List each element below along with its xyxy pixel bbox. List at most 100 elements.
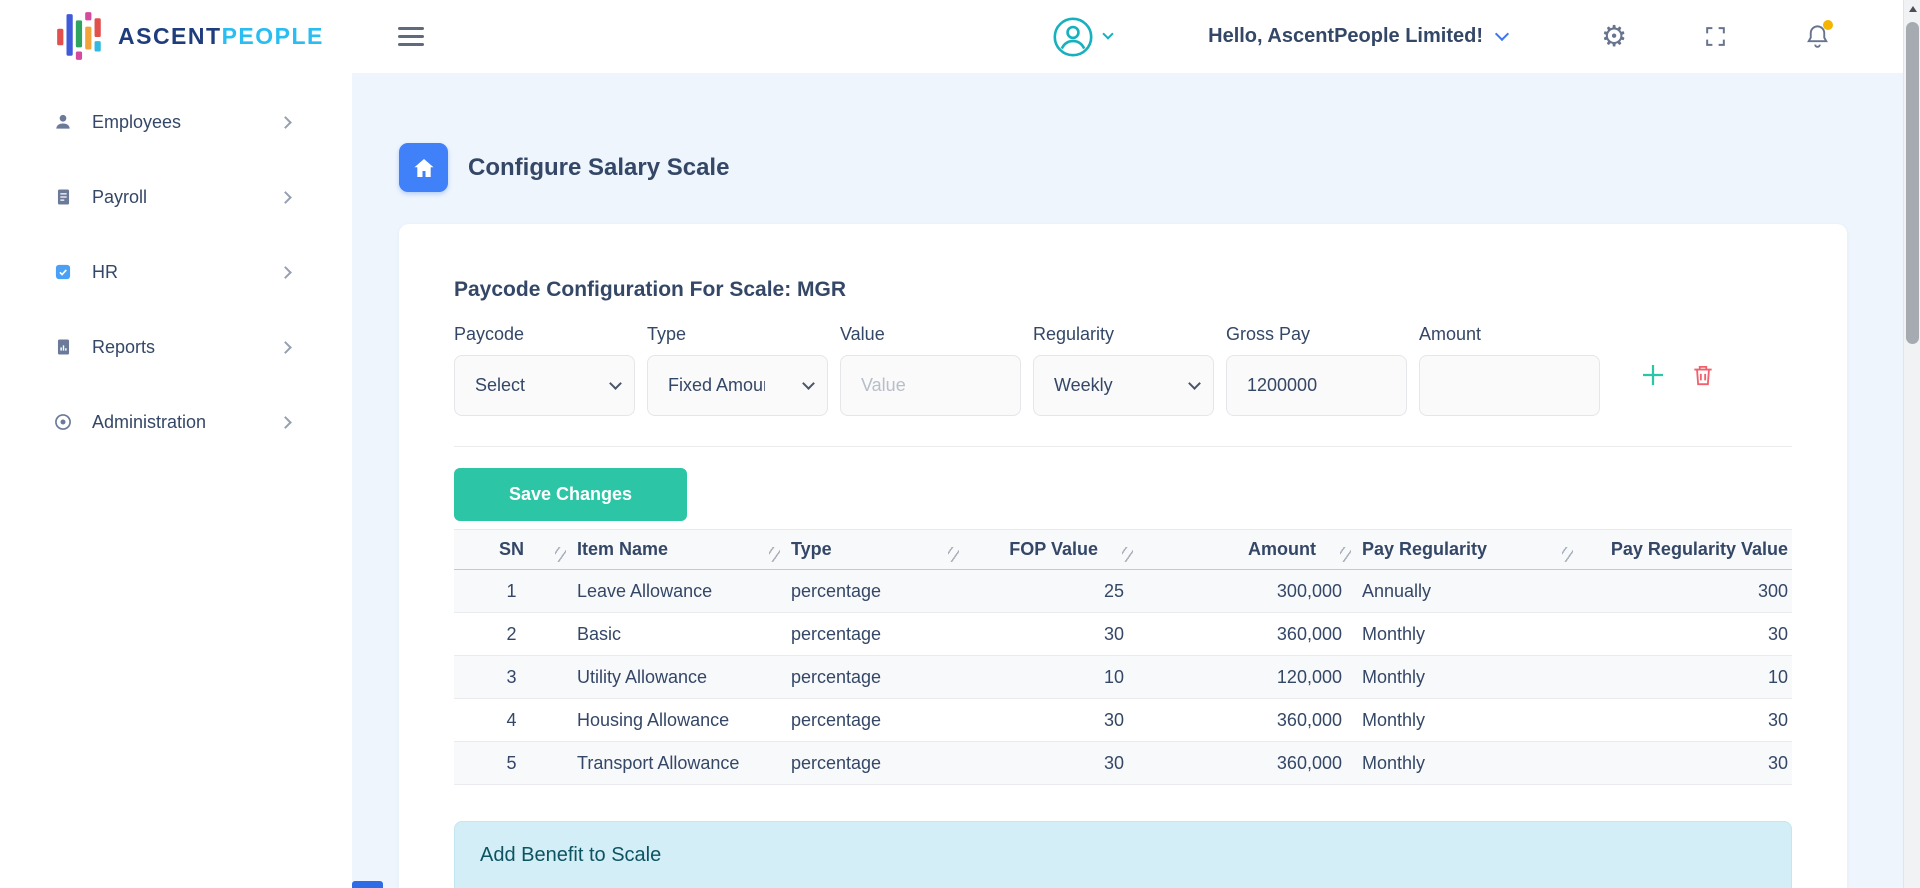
sidebar-item-label: Administration — [92, 411, 207, 432]
target-icon — [52, 412, 74, 432]
col-header-sn[interactable]: SN — [454, 529, 569, 570]
type-field: Type Fixed Amount — [647, 324, 828, 416]
paycode-form-row: Paycode Select Type Fixed Amount Value — [454, 324, 1792, 416]
type-select[interactable]: Fixed Amount — [647, 355, 828, 416]
cell-fop-value: 30 — [962, 741, 1136, 785]
bottom-left-peek-element[interactable] — [352, 881, 383, 888]
cell-amount: 360,000 — [1136, 612, 1354, 656]
col-header-label: SN — [498, 539, 524, 559]
col-header-amount[interactable]: Amount — [1136, 529, 1354, 570]
page-title: Configure Salary Scale — [468, 153, 730, 181]
type-label: Type — [647, 324, 687, 344]
add-paycode-row-button[interactable] — [1638, 360, 1668, 390]
column-resize-handle[interactable] — [769, 547, 780, 562]
cell-fop-value: 30 — [962, 698, 1136, 742]
user-avatar-icon — [1052, 16, 1094, 58]
brand-logo-icon — [56, 10, 104, 64]
user-avatar-dropdown[interactable] — [1052, 16, 1114, 58]
delete-paycode-row-button[interactable] — [1690, 362, 1716, 388]
cell-sn: 5 — [454, 741, 569, 785]
column-resize-handle[interactable] — [555, 547, 566, 562]
cell-amount: 360,000 — [1136, 698, 1354, 742]
chevron-down-icon — [1494, 26, 1510, 42]
person-icon — [52, 112, 74, 132]
paycode-configuration-card: Paycode Configuration For Scale: MGR Pay… — [399, 224, 1847, 888]
chevron-right-icon — [279, 265, 292, 279]
col-header-pay-regularity[interactable]: Pay Regularity — [1354, 529, 1576, 570]
notification-badge — [1823, 20, 1833, 30]
sidebar-item-label: Payroll — [92, 186, 148, 207]
col-header-fop-value[interactable]: FOP Value — [962, 529, 1136, 570]
amount-input[interactable] — [1419, 355, 1600, 416]
brand-wordmark-secondary: PEOPLE — [221, 23, 324, 49]
regularity-label: Regularity — [1033, 324, 1115, 344]
account-dropdown[interactable]: Hello, AscentPeople Limited! — [1208, 25, 1510, 48]
type-selected-value: Fixed Amount — [668, 375, 765, 395]
sidebar-item-label: HR — [92, 261, 118, 282]
column-resize-handle[interactable] — [1340, 547, 1351, 562]
value-label: Value — [840, 324, 885, 344]
col-header-pay-regularity-value[interactable]: Pay Regularity Value — [1576, 529, 1792, 570]
sidebar-item-administration[interactable]: Administration — [0, 397, 352, 447]
cell-pay-regularity: Monthly — [1354, 698, 1576, 742]
gear-icon[interactable]: ⚙ — [1601, 19, 1627, 53]
value-input[interactable] — [840, 355, 1021, 416]
report-file-icon — [52, 337, 74, 357]
cell-item-name: Basic — [569, 612, 783, 656]
chevron-down-icon — [609, 377, 622, 390]
chevron-right-icon — [279, 115, 292, 129]
sidebar-item-employees[interactable]: Employees — [0, 97, 352, 147]
gross-pay-field: Gross Pay — [1226, 324, 1407, 416]
cell-type: percentage — [783, 655, 962, 699]
bell-icon[interactable] — [1804, 20, 1833, 50]
table-row: 4 Housing Allowance percentage 30 360,00… — [454, 698, 1792, 742]
table-row: 2 Basic percentage 30 360,000 Monthly 30 — [454, 612, 1792, 656]
brand-wordmark-primary: ASCENT — [118, 23, 222, 49]
sidebar-item-reports[interactable]: Reports — [0, 322, 352, 372]
paycode-selected-value: Select — [475, 375, 526, 395]
col-header-type[interactable]: Type — [783, 529, 962, 570]
value-field: Value — [840, 324, 1021, 416]
fullscreen-icon[interactable] — [1703, 24, 1728, 49]
col-header-item-name[interactable]: Item Name — [569, 529, 783, 570]
chevron-right-icon — [279, 340, 292, 354]
cell-sn: 1 — [454, 569, 569, 613]
sidebar-item-payroll[interactable]: Payroll — [0, 172, 352, 222]
cell-pay-regularity: Monthly — [1354, 612, 1576, 656]
chevron-right-icon — [279, 415, 292, 429]
paycode-select[interactable]: Select — [454, 355, 635, 416]
hamburger-icon[interactable] — [398, 27, 424, 46]
sidebar-item-hr[interactable]: HR — [0, 247, 352, 297]
paycode-field: Paycode Select — [454, 324, 635, 416]
cell-sn: 3 — [454, 655, 569, 699]
scrollbar-up-arrow[interactable] — [1904, 0, 1920, 17]
scrollbar-thumb[interactable] — [1906, 22, 1919, 344]
column-resize-handle[interactable] — [1122, 547, 1133, 562]
paycode-label: Paycode — [454, 324, 525, 344]
cell-fop-value: 25 — [962, 569, 1136, 613]
cell-type: percentage — [783, 741, 962, 785]
brand-logo[interactable]: ASCENTPEOPLE — [0, 10, 352, 64]
column-resize-handle[interactable] — [1562, 547, 1573, 562]
home-button[interactable] — [399, 143, 448, 192]
paycode-table: SN Item Name Type FOP Value Amount Pay R… — [454, 529, 1792, 785]
gross-pay-input[interactable] — [1226, 355, 1407, 416]
topbar: ASCENTPEOPLE Hello, AscentPeople Limited… — [0, 0, 1903, 73]
cell-type: percentage — [783, 698, 962, 742]
table-row: 1 Leave Allowance percentage 25 300,000 … — [454, 569, 1792, 613]
cell-pay-regularity-value: 30 — [1576, 741, 1792, 785]
trash-icon — [1690, 362, 1716, 388]
regularity-select[interactable]: Weekly — [1033, 355, 1214, 416]
document-icon — [52, 187, 74, 207]
col-header-label: Type — [791, 539, 832, 559]
column-resize-handle[interactable] — [948, 547, 959, 562]
divider — [454, 446, 1792, 447]
cell-pay-regularity: Monthly — [1354, 655, 1576, 699]
greeting-text: Hello, AscentPeople Limited! — [1208, 25, 1483, 47]
save-changes-button[interactable]: Save Changes — [454, 468, 687, 521]
regularity-field: Regularity Weekly — [1033, 324, 1214, 416]
cell-type: percentage — [783, 569, 962, 613]
vertical-scrollbar[interactable] — [1903, 0, 1920, 888]
amount-field: Amount — [1419, 324, 1600, 416]
cell-amount: 120,000 — [1136, 655, 1354, 699]
